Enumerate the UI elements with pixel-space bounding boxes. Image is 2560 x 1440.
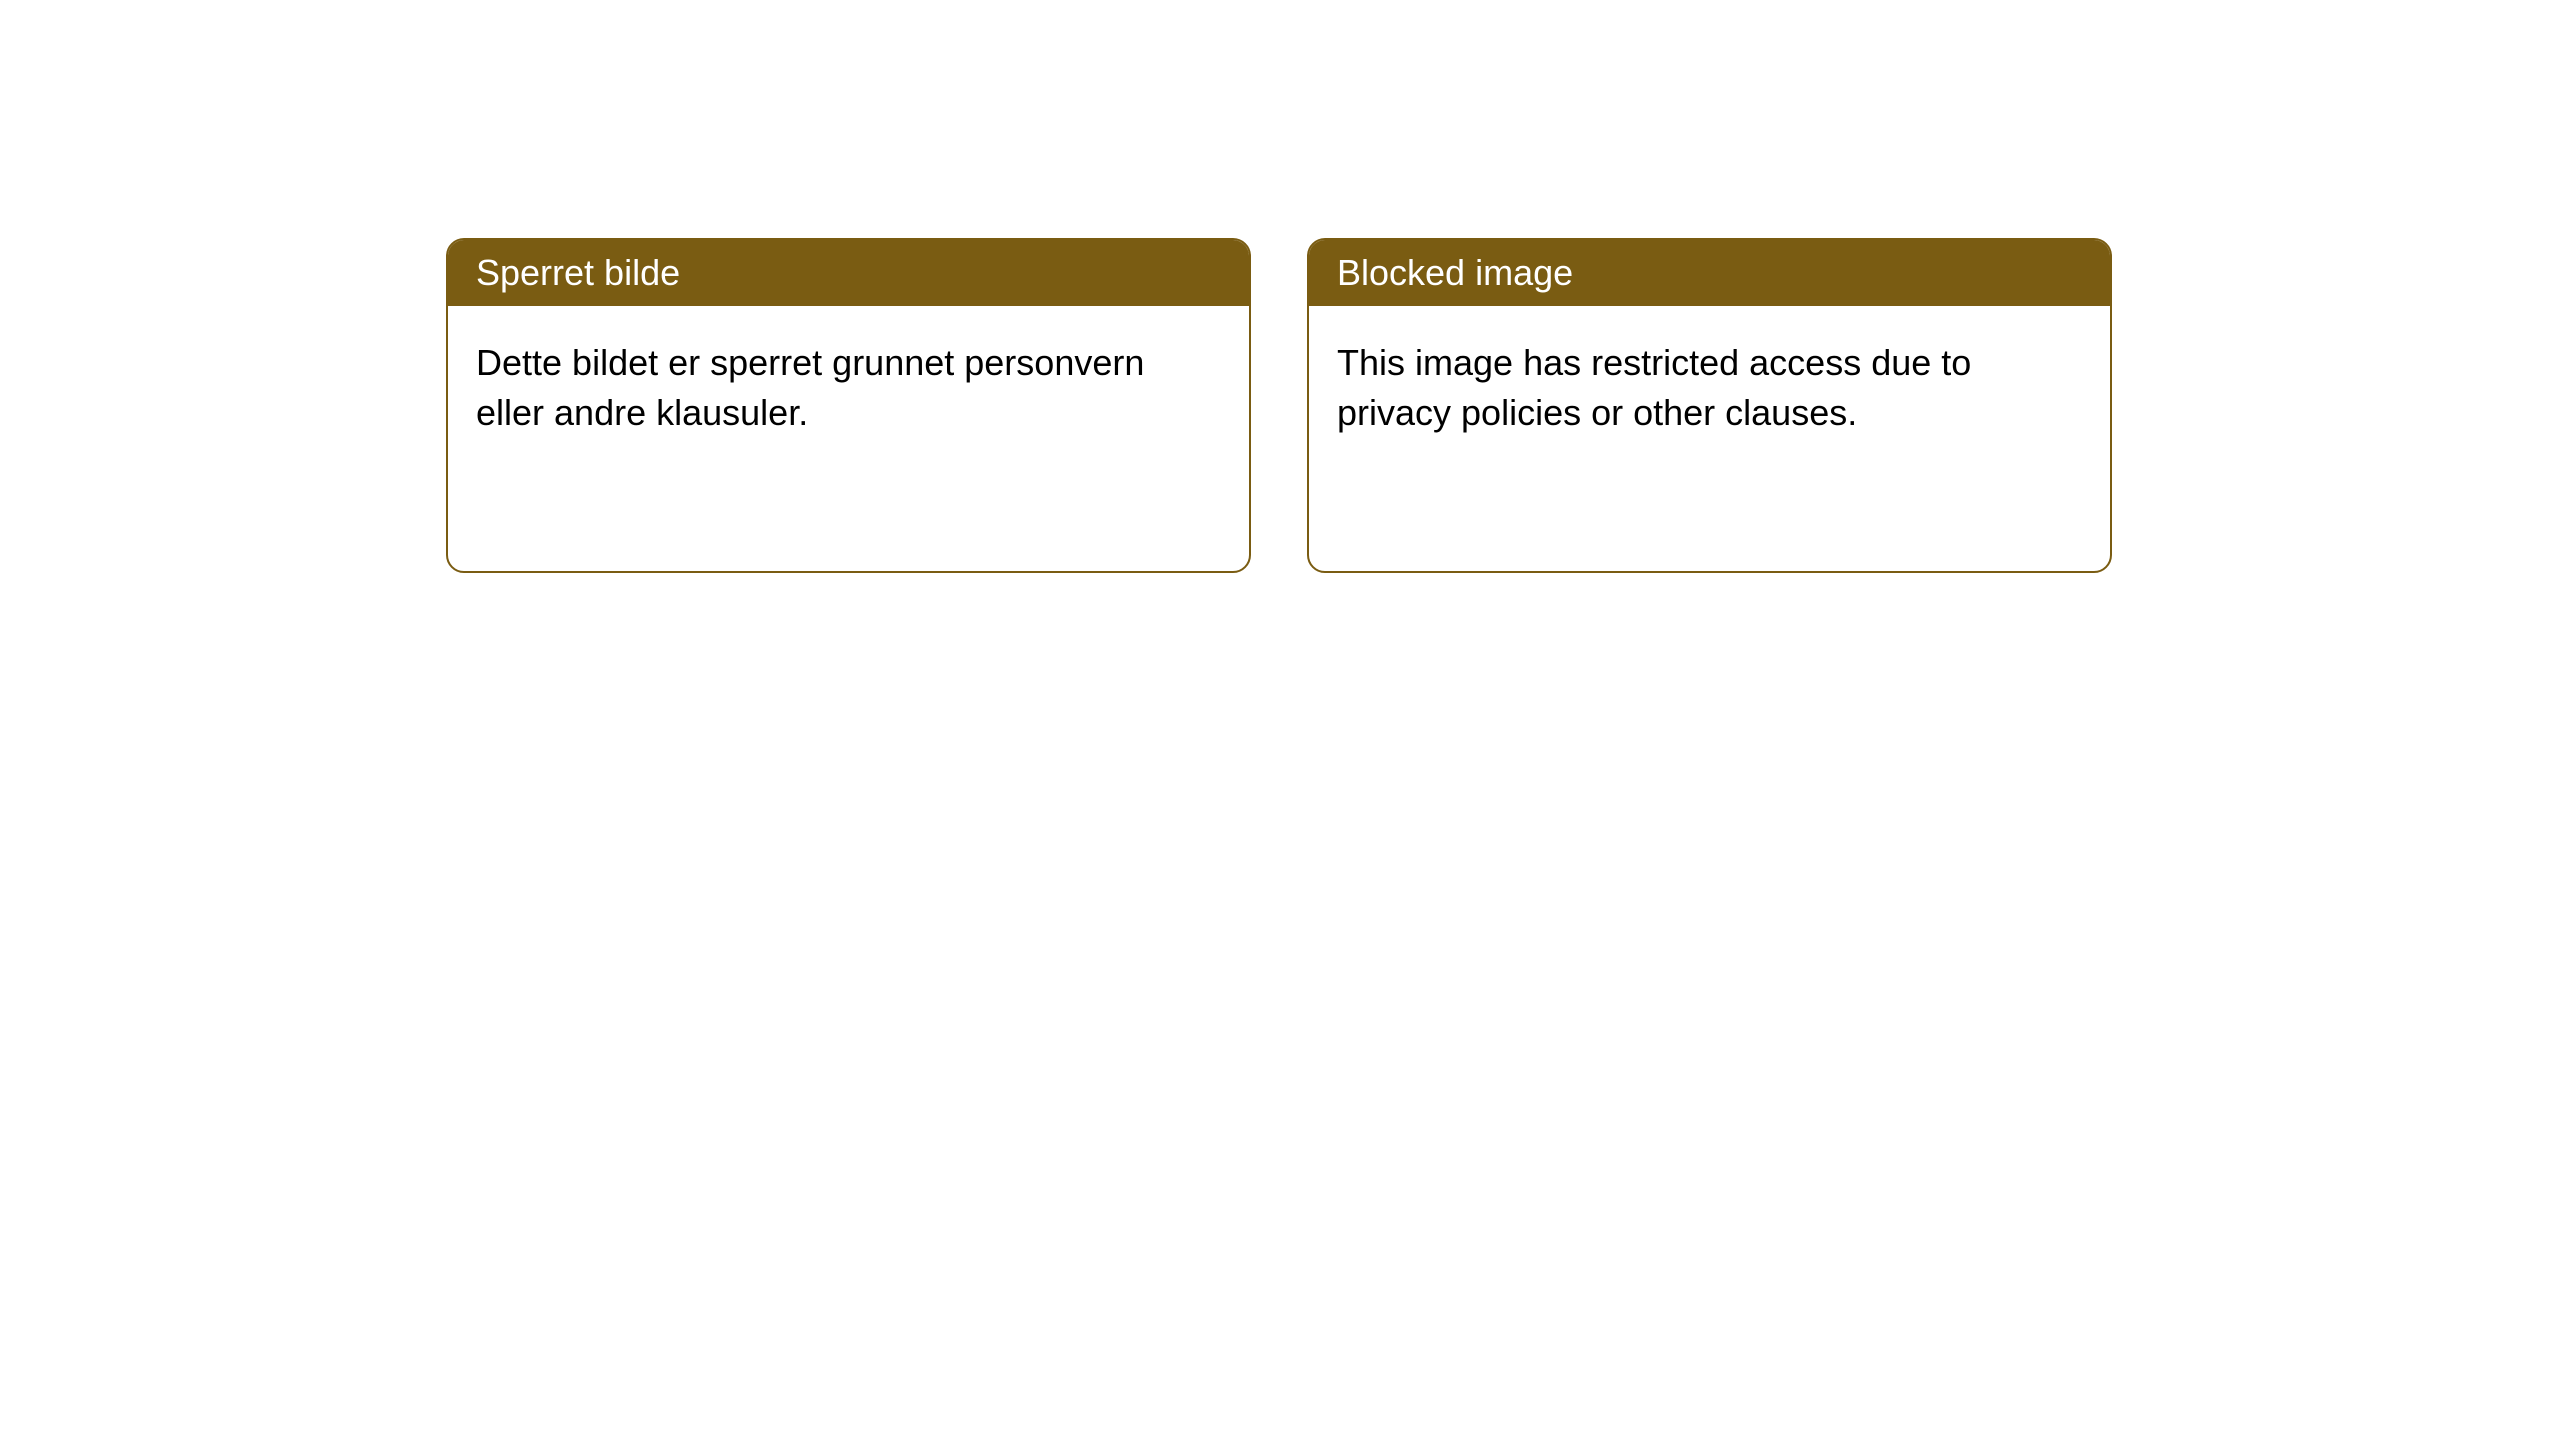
- notice-header: Sperret bilde: [448, 240, 1249, 306]
- notice-header: Blocked image: [1309, 240, 2110, 306]
- notice-body: This image has restricted access due to …: [1309, 306, 2110, 471]
- notice-card-norwegian: Sperret bilde Dette bildet er sperret gr…: [446, 238, 1251, 573]
- notice-body: Dette bildet er sperret grunnet personve…: [448, 306, 1249, 471]
- notice-container: Sperret bilde Dette bildet er sperret gr…: [446, 238, 2112, 573]
- notice-card-english: Blocked image This image has restricted …: [1307, 238, 2112, 573]
